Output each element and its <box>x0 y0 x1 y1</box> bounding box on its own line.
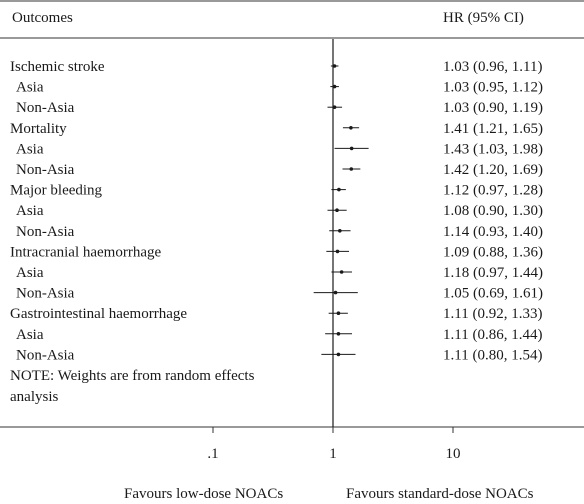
row-label: Gastrointestinal haemorrhage <box>10 306 187 322</box>
column-header-outcomes: Outcomes <box>12 10 73 26</box>
point-estimate <box>332 64 337 68</box>
x-tick-label: 10 <box>446 446 461 462</box>
x-tick-label: 1 <box>329 446 337 462</box>
note-text: NOTE: Weights are from random effects <box>10 368 255 384</box>
row-label: Intracranial haemorrhage <box>10 244 161 260</box>
row-hr-text: 1.11 (0.80, 1.54) <box>443 347 542 363</box>
favours-right-label: Favours standard-dose NOACs <box>346 486 534 502</box>
row-label: Non-Asia <box>16 224 75 240</box>
point-estimate <box>337 187 341 192</box>
row-label: Mortality <box>10 121 67 137</box>
row-label: Asia <box>16 141 44 157</box>
row-label: Non-Asia <box>16 347 75 363</box>
row-label: Major bleeding <box>10 183 103 199</box>
row-hr-text: 1.11 (0.86, 1.44) <box>443 327 542 343</box>
point-estimate <box>338 229 342 233</box>
row-label: Non-Asia <box>16 162 75 178</box>
x-axis: .1 1 10 <box>207 39 461 462</box>
point-estimate <box>335 249 340 254</box>
x-tick-label: .1 <box>207 446 218 462</box>
row-hr-text: 1.03 (0.90, 1.19) <box>443 100 543 116</box>
point-estimate <box>333 290 338 295</box>
rows-layer: Ischemic stroke 1.03 (0.96, 1.11) Asia 1.03… <box>10 59 543 405</box>
point-estimate <box>332 105 337 109</box>
row-hr-text: 1.05 (0.69, 1.61) <box>443 286 543 302</box>
point-estimate <box>332 84 337 89</box>
row-hr-text: 1.41 (1.21, 1.65) <box>443 121 543 137</box>
row-label: Non-Asia <box>16 100 75 116</box>
point-estimate <box>339 270 344 274</box>
row-hr-text: 1.14 (0.93, 1.40) <box>443 224 543 240</box>
point-estimate <box>349 167 354 171</box>
row-label: Asia <box>16 327 44 343</box>
row-hr-text: 1.09 (0.88, 1.36) <box>443 244 543 260</box>
note-text: analysis <box>10 389 58 405</box>
row-hr-text: 1.18 (0.97, 1.44) <box>443 265 543 281</box>
row-hr-text: 1.08 (0.90, 1.30) <box>443 203 543 219</box>
row-hr-text: 1.12 (0.97, 1.28) <box>443 183 543 199</box>
point-estimate <box>336 311 341 316</box>
point-estimate <box>335 208 339 212</box>
favours-left-label: Favours low-dose NOACs <box>124 486 283 502</box>
row-label: Asia <box>16 203 44 219</box>
point-estimate <box>349 146 354 151</box>
row-label: Asia <box>16 265 44 281</box>
point-estimate <box>336 352 341 357</box>
row-hr-text: 1.43 (1.03, 1.98) <box>443 141 543 157</box>
point-estimate <box>349 126 353 130</box>
row-label: Ischemic stroke <box>10 59 105 75</box>
row-hr-text: 1.03 (0.96, 1.11) <box>443 59 542 75</box>
row-hr-text: 1.42 (1.20, 1.69) <box>443 162 543 178</box>
column-header-hr: HR (95% CI) <box>443 10 524 26</box>
row-label: Non-Asia <box>16 286 75 302</box>
row-label: Asia <box>16 80 44 96</box>
point-estimate <box>336 332 341 336</box>
row-hr-text: 1.11 (0.92, 1.33) <box>443 306 542 322</box>
row-hr-text: 1.03 (0.95, 1.12) <box>443 80 543 96</box>
